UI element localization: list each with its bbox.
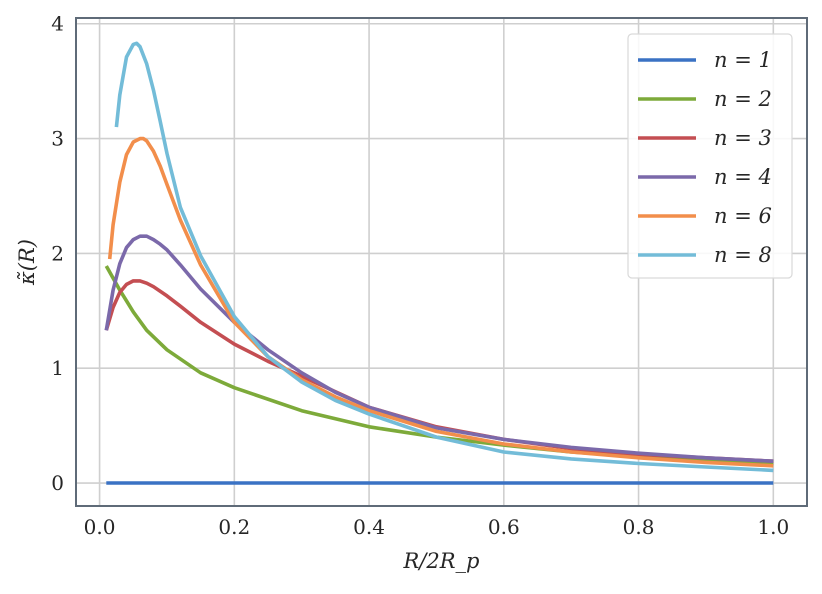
x-axis-ticks: 0.0 0.2 0.4 0.6 0.8 1.0 bbox=[84, 515, 790, 539]
plot-series bbox=[104, 41, 774, 485]
series-line bbox=[114, 41, 774, 473]
x-tick-label: 0.8 bbox=[623, 515, 655, 539]
y-tick-label: 0 bbox=[51, 471, 64, 495]
plot-frame bbox=[75, 17, 808, 507]
x-axis-label: R/2R_p bbox=[402, 549, 479, 573]
y-tick-label: 3 bbox=[51, 127, 64, 151]
x-tick-label: 0.2 bbox=[218, 515, 250, 539]
y-axis-ticks: 0 1 2 3 4 bbox=[51, 12, 64, 495]
legend-label: n = 3 bbox=[714, 126, 772, 150]
x-tick-label: 1.0 bbox=[757, 515, 789, 539]
legend-label: n = 8 bbox=[714, 243, 772, 267]
y-tick-label: 1 bbox=[51, 356, 64, 380]
series-line bbox=[104, 234, 774, 463]
x-tick-label: 0.0 bbox=[84, 515, 116, 539]
y-axis-label: κ̃(R) bbox=[15, 239, 39, 286]
series-line bbox=[104, 279, 774, 463]
x-tick-label: 0.4 bbox=[353, 515, 385, 539]
series-line bbox=[107, 136, 774, 468]
legend-label: n = 2 bbox=[714, 87, 772, 111]
x-tick-label: 0.6 bbox=[488, 515, 520, 539]
y-tick-label: 4 bbox=[51, 12, 64, 36]
legend-label: n = 4 bbox=[714, 165, 772, 189]
legend: n = 1 n = 2 n = 3 n = 4 n = 6 n = 8 bbox=[627, 33, 793, 279]
legend-label: n = 1 bbox=[714, 48, 772, 72]
legend-label: n = 6 bbox=[714, 204, 772, 228]
y-tick-label: 2 bbox=[51, 241, 64, 265]
